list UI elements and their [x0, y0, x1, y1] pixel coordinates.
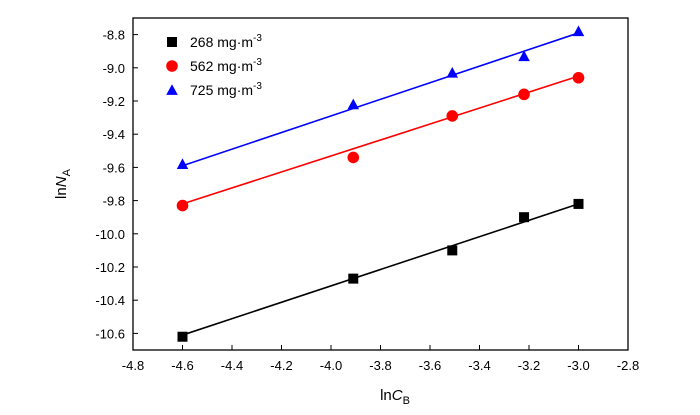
y-tick-label: -8.8	[103, 28, 125, 43]
x-tick-label: -2.8	[617, 358, 639, 373]
data-point-circle	[572, 71, 585, 84]
legend: 268 mg·m-3 562 mg·m-3 725 mg·m-3	[166, 33, 262, 98]
fit-lines	[182, 32, 579, 336]
data-point-triangle	[518, 50, 530, 62]
x-tick-label: -4.0	[320, 358, 342, 373]
data-point-triangle	[176, 158, 189, 169]
y-tick-label: -10.6	[95, 326, 125, 341]
x-tick-label: -4.2	[270, 358, 292, 373]
x-tick-label: -3.4	[468, 358, 490, 373]
legend-marker	[166, 84, 178, 95]
data-point-square	[177, 331, 188, 342]
x-tick-label: -4.8	[122, 358, 144, 373]
legend-label: 268 mg·m-3	[190, 33, 262, 50]
data-point-circle	[176, 199, 189, 212]
x-tick-label: -3.0	[567, 358, 589, 373]
y-tick-label: -9.2	[103, 94, 125, 109]
x-tick-label: -3.8	[369, 358, 391, 373]
x-tick-label: -4.4	[221, 358, 243, 373]
data-point-square	[519, 212, 530, 223]
data-point-square	[573, 198, 584, 209]
data-point-circle	[518, 88, 530, 101]
legend-label: 562 mg·m-3	[190, 57, 262, 74]
y-axis-title: lnNA	[53, 168, 73, 199]
data-point-circle	[446, 110, 459, 122]
y-tick-label: -10.2	[95, 260, 125, 275]
data-point-triangle	[572, 25, 585, 37]
axis-ticks: -4.8 -4.6 -4.4 -4.2 -4.0 -3.8 -3.6 -3.4 -3.2 -3.0…	[95, 28, 639, 373]
fit-line	[182, 75, 579, 205]
x-tick-label: -3.6	[419, 358, 441, 373]
y-tick-label: -10.4	[95, 293, 125, 308]
x-tick-label: -3.2	[518, 358, 540, 373]
x-tick-label: -4.6	[171, 358, 193, 373]
fit-line	[182, 203, 579, 336]
y-tick-label: -9.6	[103, 160, 125, 175]
data-points	[176, 25, 585, 342]
data-point-square	[447, 245, 458, 256]
data-point-circle	[347, 151, 360, 164]
legend-marker	[167, 37, 177, 47]
y-tick-label: -9.8	[103, 194, 125, 209]
y-tick-label: -10.0	[95, 227, 125, 242]
fit-line	[182, 32, 579, 167]
y-tick-label: -9.0	[103, 61, 125, 76]
x-axis-title: lnCB	[380, 387, 410, 407]
data-point-triangle	[347, 98, 360, 110]
data-point-square	[348, 273, 359, 284]
data-point-triangle	[446, 67, 459, 78]
legend-label: 725 mg·m-3	[190, 81, 262, 98]
legend-marker	[166, 60, 178, 72]
y-tick-label: -9.4	[103, 127, 125, 142]
